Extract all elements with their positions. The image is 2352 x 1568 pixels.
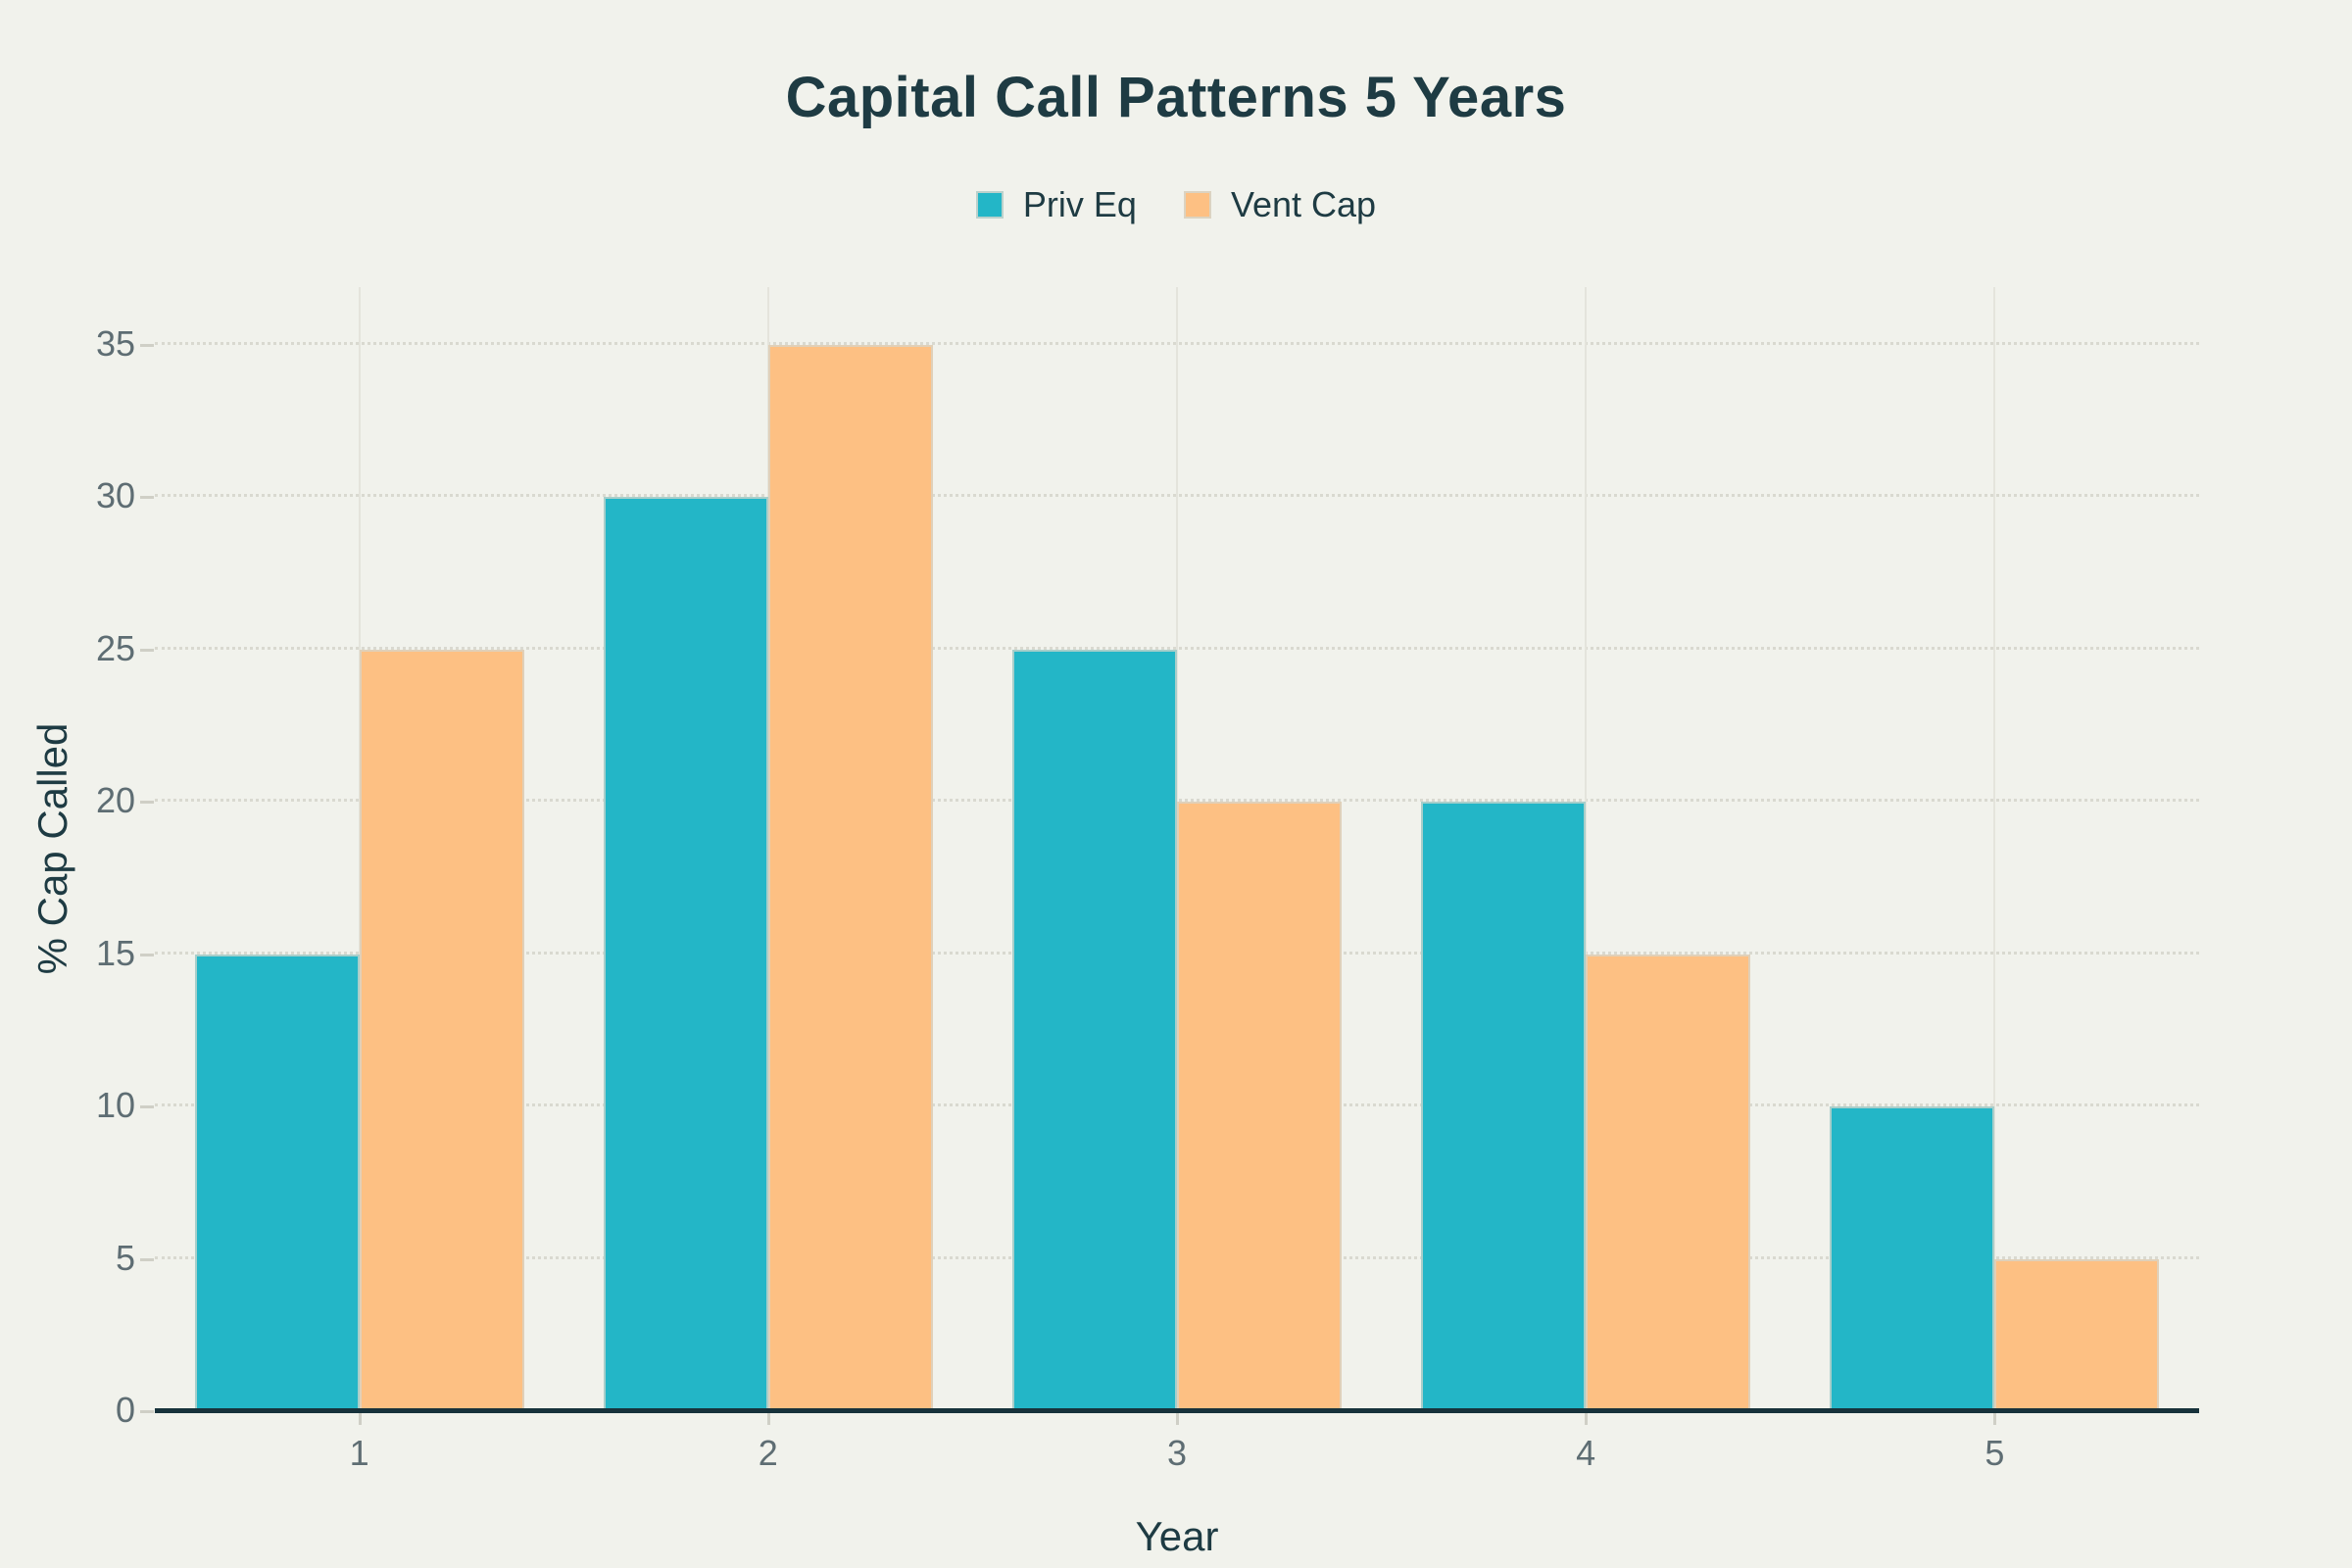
legend-swatch-vent-cap bbox=[1183, 191, 1211, 219]
y-tick-label-20: 20 bbox=[95, 780, 135, 821]
bar-priv-eq-year-2 bbox=[603, 497, 768, 1411]
v-gridline-year-5 bbox=[1993, 287, 1996, 1411]
y-tick-label-0: 0 bbox=[115, 1390, 135, 1430]
x-tick-label-3: 3 bbox=[1166, 1433, 1188, 1473]
chart-title: Capital Call Patterns 5 Years bbox=[785, 66, 1567, 129]
legend-swatch-priv-eq bbox=[975, 191, 1004, 219]
x-tick-mark-2 bbox=[766, 1412, 770, 1425]
y-tick-label-10: 10 bbox=[95, 1085, 135, 1126]
y-tick-mark-10 bbox=[140, 1105, 154, 1109]
y-tick-mark-0 bbox=[140, 1410, 154, 1413]
v-gridline-year-4 bbox=[1585, 287, 1588, 1411]
x-tick-label-1: 1 bbox=[349, 1433, 369, 1473]
y-tick-label-25: 25 bbox=[95, 627, 135, 668]
x-tick-mark-1 bbox=[358, 1412, 362, 1425]
y-tick-label-5: 5 bbox=[115, 1237, 135, 1278]
y-tick-label-30: 30 bbox=[95, 475, 135, 516]
x-tick-label-5: 5 bbox=[1984, 1433, 2005, 1473]
bar-priv-eq-year-1 bbox=[194, 954, 360, 1411]
legend-label-priv-eq: Priv Eq bbox=[1022, 184, 1137, 224]
bar-vent-cap-year-1 bbox=[359, 649, 524, 1411]
plot-area bbox=[155, 287, 2199, 1413]
legend-label-vent-cap: Vent Cap bbox=[1230, 184, 1377, 224]
legend-item-vent-cap[interactable]: Vent Cap bbox=[1183, 184, 1377, 225]
y-tick-mark-35 bbox=[140, 344, 154, 348]
y-tick-label-35: 35 bbox=[95, 323, 135, 365]
bar-vent-cap-year-2 bbox=[767, 345, 933, 1411]
bar-vent-cap-year-4 bbox=[1586, 954, 1751, 1411]
x-axis-title: Year bbox=[1135, 1513, 1219, 1559]
x-tick-mark-4 bbox=[1585, 1412, 1589, 1425]
bar-priv-eq-year-3 bbox=[1012, 649, 1177, 1411]
y-tick-mark-25 bbox=[140, 648, 154, 652]
y-tick-mark-15 bbox=[140, 953, 154, 956]
y-tick-mark-5 bbox=[140, 1257, 154, 1261]
bar-priv-eq-year-5 bbox=[1830, 1106, 1995, 1411]
x-tick-label-4: 4 bbox=[1576, 1433, 1596, 1473]
legend: Priv Eq Vent Cap bbox=[0, 184, 2352, 225]
bar-vent-cap-year-3 bbox=[1177, 802, 1342, 1411]
x-tick-mark-5 bbox=[1993, 1412, 1997, 1425]
legend-item-priv-eq[interactable]: Priv Eq bbox=[975, 184, 1137, 225]
x-tick-label-2: 2 bbox=[758, 1433, 778, 1473]
y-tick-mark-20 bbox=[140, 801, 154, 805]
y-tick-mark-30 bbox=[140, 496, 154, 500]
x-tick-mark-3 bbox=[1176, 1412, 1179, 1425]
bar-vent-cap-year-5 bbox=[1994, 1258, 2160, 1411]
x-axis-line bbox=[155, 1408, 2199, 1413]
bar-priv-eq-year-4 bbox=[1421, 802, 1587, 1411]
y-tick-label-15: 15 bbox=[95, 932, 135, 973]
